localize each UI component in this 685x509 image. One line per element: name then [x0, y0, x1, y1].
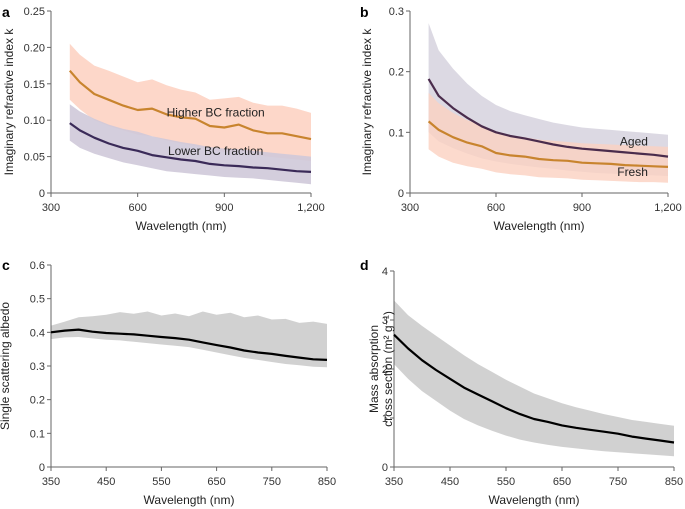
- y-tick-label: 0.1: [389, 127, 404, 139]
- x-tick-label: 600: [487, 202, 505, 214]
- x-tick-label: 750: [263, 476, 281, 488]
- y-tick-label: 0: [39, 462, 45, 474]
- x-tick-label: 1,200: [654, 202, 682, 214]
- y-tick-label: 0.2: [389, 67, 404, 79]
- y-tick-label: 0.5: [30, 294, 45, 306]
- band-mac: [394, 300, 674, 457]
- x-axis-label: Wavelength (nm): [136, 219, 227, 233]
- panel-b: 0 0.1 0.2 0.3 300 600 900 1,200 Aged Fresh Wavelen…: [360, 4, 682, 233]
- series-line-mac: [393, 333, 675, 444]
- x-tick-label: 650: [553, 476, 571, 488]
- x-tick-label: 600: [128, 202, 146, 214]
- x-tick-label: 350: [42, 476, 60, 488]
- x-tick-label: 850: [665, 476, 683, 488]
- x-tick-label: 550: [497, 476, 515, 488]
- y-tick-label: 0.15: [24, 79, 45, 91]
- y-tick-label: 2: [382, 364, 388, 376]
- series-annotation: Aged: [620, 135, 648, 149]
- panel-d: 0 1 2 3 4 350 450 550 650 750 850 Wavelength (nm) Ma…: [360, 257, 683, 507]
- y-tick-label: 0.4: [30, 327, 45, 339]
- x-tick-label: 750: [609, 476, 627, 488]
- x-tick-label: 450: [97, 476, 115, 488]
- y-tick-label: 0: [382, 462, 388, 474]
- panel-c: 0 0.1 0.2 0.3 0.4 0.5 0.6 350 450 550 650 750 850 Wav…: [0, 257, 336, 507]
- y-axis-label: Imaginary refractive index k: [360, 28, 374, 176]
- y-tick-label: 0.10: [24, 115, 45, 127]
- y-tick-label: 0.20: [24, 42, 45, 54]
- panel-a: 0 0.05 0.10 0.15 0.20 0.25 300 600 900 1,200 Highe…: [2, 4, 325, 233]
- y-tick-label: 4: [382, 266, 388, 278]
- x-tick-label: 450: [441, 476, 459, 488]
- x-tick-label: 900: [215, 202, 233, 214]
- y-tick-label: 0: [398, 188, 404, 200]
- y-tick-label: 0.1: [30, 428, 45, 440]
- panel-label: d: [360, 257, 369, 273]
- series-line-fresh: [427, 120, 669, 168]
- y-tick-label: 1: [382, 413, 388, 425]
- x-axis-label: Wavelength (nm): [144, 493, 235, 507]
- panel-label: c: [2, 257, 10, 273]
- y-tick-label: 0.3: [30, 361, 45, 373]
- x-axis-label: Wavelength (nm): [489, 493, 580, 507]
- y-axis-label-line1: Mass absorption: [367, 325, 381, 413]
- y-tick-label: 0.6: [30, 260, 45, 272]
- x-tick-label: 350: [385, 476, 403, 488]
- y-tick-label: 3: [382, 315, 388, 327]
- y-tick-label: 0.05: [24, 152, 45, 164]
- y-axis-label: Imaginary refractive index k: [2, 28, 16, 176]
- x-tick-label: 300: [42, 202, 60, 214]
- x-tick-label: 900: [573, 202, 591, 214]
- y-tick-label: 0.25: [24, 6, 45, 18]
- series-line-ssa: [50, 328, 328, 361]
- y-tick-label: 0: [39, 188, 45, 200]
- series-annotation: Lower BC fraction: [168, 144, 263, 158]
- y-tick-label: 0.3: [389, 6, 404, 18]
- y-axis-label: Single scattering albedo: [0, 302, 12, 430]
- y-axis-label-line2: cross section (m² g⁻¹): [381, 311, 395, 427]
- series-line-lower-bc-fraction: [69, 122, 312, 173]
- band-fresh: [428, 92, 668, 183]
- x-tick-label: 850: [318, 476, 336, 488]
- y-tick-label: 0.2: [30, 395, 45, 407]
- series-line-aged: [427, 78, 669, 158]
- x-tick-label: 650: [207, 476, 225, 488]
- panel-label: b: [360, 4, 369, 20]
- series-annotation: Higher BC fraction: [167, 106, 265, 120]
- x-tick-label: 1,200: [297, 202, 325, 214]
- series-annotation: Fresh: [617, 165, 648, 179]
- x-tick-label: 550: [152, 476, 170, 488]
- band-lower-bc-fraction: [69, 104, 311, 185]
- panel-label: a: [2, 4, 10, 20]
- x-axis-label: Wavelength (nm): [494, 219, 585, 233]
- series-line-higher-bc-fraction: [68, 69, 312, 141]
- x-tick-label: 300: [401, 202, 419, 214]
